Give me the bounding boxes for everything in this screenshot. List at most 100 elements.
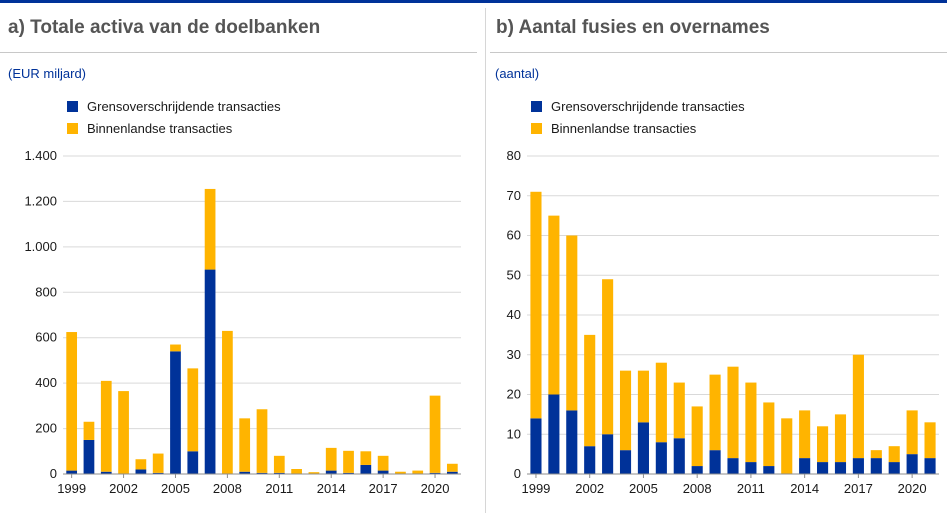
bar-domestic <box>187 368 199 452</box>
x-tick-label: 2002 <box>575 481 604 496</box>
bar-cross-border <box>619 450 632 474</box>
top-accent-line <box>0 0 947 3</box>
bar-cross-border <box>170 351 181 474</box>
x-tick-label: 2014 <box>790 481 819 496</box>
bar-domestic <box>619 370 632 451</box>
chart-a-plot: 0 200 400 600 800 1.000 1.200 1.400 1999 2002 2005… <box>24 148 461 496</box>
bar-domestic <box>763 402 775 467</box>
legend-label-cross-border: Grensoverschrijdende transacties <box>87 98 281 114</box>
bar-domestic <box>239 418 251 472</box>
legend-swatch-domestic <box>67 122 78 134</box>
bar-domestic <box>152 453 164 473</box>
bar-cross-border <box>187 451 199 474</box>
bar-cross-border <box>530 418 542 474</box>
bar-domestic <box>170 344 181 352</box>
bar-cross-border <box>906 454 918 475</box>
bar-cross-border <box>763 466 775 474</box>
y-tick-label: 1.200 <box>24 193 57 208</box>
bar-cross-border <box>888 462 900 474</box>
bar-cross-border <box>273 472 285 474</box>
bar-domestic <box>412 470 424 474</box>
bar-domestic <box>673 382 685 439</box>
bar-domestic <box>799 410 811 459</box>
bar-cross-border <box>204 269 216 474</box>
y-tick-label: 200 <box>35 421 57 436</box>
legend-item-cross-border: Grensoverschrijdende transacties <box>531 95 745 117</box>
y-tick-label: 600 <box>35 330 57 345</box>
bar-domestic <box>834 414 847 463</box>
bar-cross-border <box>852 458 864 474</box>
x-tick-label: 2017 <box>844 481 873 496</box>
bar-domestic <box>222 330 233 474</box>
bar-domestic <box>204 188 216 270</box>
bar-cross-border <box>834 462 847 474</box>
legend-item-cross-border: Grensoverschrijdende transacties <box>67 95 281 117</box>
bar-cross-border <box>727 458 739 474</box>
bar-domestic <box>888 446 900 463</box>
legend: Grensoverschrijdende transacties Binnenl… <box>531 95 745 139</box>
bar-cross-border <box>360 464 372 474</box>
bar-domestic <box>66 332 78 471</box>
bar-domestic <box>308 472 320 474</box>
bar-domestic <box>745 382 757 463</box>
bar-domestic <box>781 418 793 474</box>
bar-cross-border <box>548 394 560 474</box>
bar-domestic <box>602 279 614 435</box>
bar-domestic <box>360 451 372 465</box>
x-tick-label: 2011 <box>737 481 765 496</box>
unit-label: (EUR miljard) <box>8 66 86 81</box>
x-tick-label: 2002 <box>109 481 138 496</box>
x-tick-label: 2017 <box>369 481 398 496</box>
y-tick-label: 30 <box>507 347 521 362</box>
bar-domestic <box>530 191 542 419</box>
bar-cross-border <box>256 472 268 474</box>
bar-domestic <box>637 370 649 423</box>
bar-domestic <box>924 422 936 459</box>
bar-domestic <box>655 362 667 443</box>
bar-domestic <box>291 469 302 474</box>
bar-cross-border <box>924 458 936 474</box>
y-tick-label: 0 <box>50 466 57 481</box>
y-tick-label: 10 <box>507 426 521 441</box>
bar-domestic <box>325 447 337 471</box>
title-rule <box>490 52 947 53</box>
bar-cross-border <box>602 434 614 474</box>
bar-cross-border <box>799 458 811 474</box>
title-rule <box>0 52 477 53</box>
bar-domestic <box>852 354 864 459</box>
bar-domestic <box>906 410 918 455</box>
x-tick-label: 2008 <box>213 481 242 496</box>
bar-cross-border <box>100 471 112 474</box>
bar-domestic <box>118 391 129 474</box>
bar-domestic <box>709 374 721 451</box>
unit-label: (aantal) <box>495 66 540 81</box>
legend-item-domestic: Binnenlandse transacties <box>531 117 745 139</box>
bar-cross-border <box>870 458 882 474</box>
bar-cross-border <box>377 470 389 474</box>
bar-domestic <box>429 395 441 473</box>
legend-item-domestic: Binnenlandse transacties <box>67 117 281 139</box>
chart-title: b) Aantal fusies en overnames <box>496 17 770 38</box>
bar-domestic <box>395 471 406 474</box>
y-tick-label: 800 <box>35 284 57 299</box>
x-tick-label: 2005 <box>161 481 190 496</box>
bar-domestic <box>584 334 596 447</box>
y-tick-label: 20 <box>507 387 521 402</box>
bar-cross-border <box>429 472 441 474</box>
legend-swatch-cross-border <box>67 100 78 112</box>
bar-domestic <box>377 455 389 471</box>
y-tick-label: 70 <box>507 188 521 203</box>
x-tick-label: 2020 <box>898 481 927 496</box>
bar-domestic <box>256 409 268 473</box>
bar-cross-border <box>584 446 596 474</box>
bar-domestic <box>691 406 703 467</box>
bar-domestic <box>446 463 458 472</box>
bar-cross-border <box>325 470 337 474</box>
bar-cross-border <box>343 472 354 474</box>
bar-cross-border <box>709 450 721 474</box>
x-tick-label: 2020 <box>421 481 450 496</box>
y-tick-label: 1.400 <box>24 148 57 163</box>
legend-swatch-cross-border <box>531 100 542 112</box>
bar-cross-border <box>566 410 578 474</box>
chart-panel-a: a) Totale activa van de doelbanken (EUR … <box>0 17 477 496</box>
